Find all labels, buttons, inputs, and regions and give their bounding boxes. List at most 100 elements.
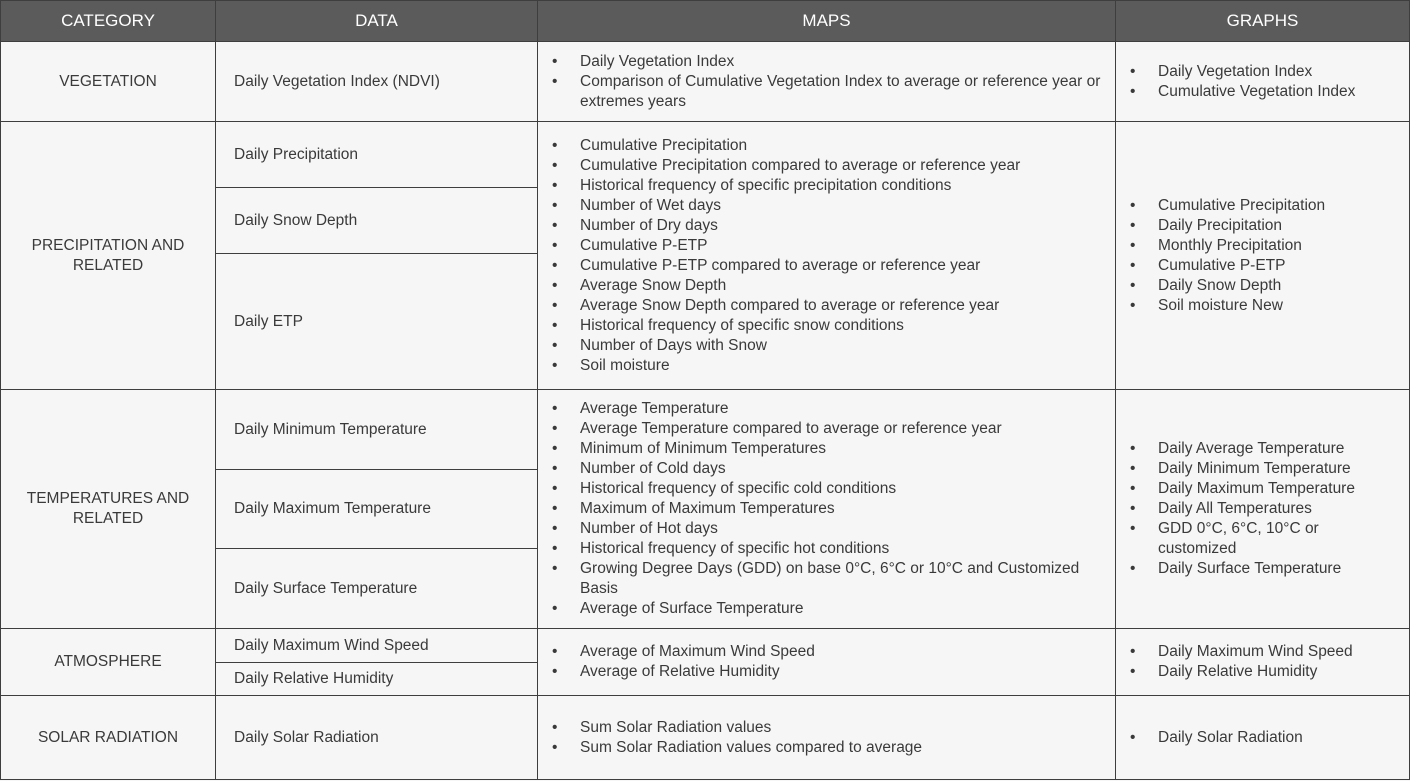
maps-item: Historical frequency of specific hot con… xyxy=(552,539,1105,559)
graphs-item: Monthly Precipitation xyxy=(1130,236,1325,256)
graphs-item: GDD 0°C, 6°C, 10°C or customized xyxy=(1130,519,1399,559)
maps-item: Historical frequency of specific precipi… xyxy=(552,176,1020,196)
graphs-item: Daily Minimum Temperature xyxy=(1130,459,1399,479)
maps-item: Daily Vegetation Index xyxy=(552,52,1105,72)
category-cell: VEGETATION xyxy=(0,41,216,122)
category-label: ATMOSPHERE xyxy=(54,653,162,670)
header-cell: DATA xyxy=(215,0,538,42)
maps-item: Average Temperature xyxy=(552,399,1105,419)
data-cell: Daily ETP xyxy=(215,253,538,390)
graphs-item: Daily Surface Temperature xyxy=(1130,559,1399,579)
maps-cell: Cumulative PrecipitationCumulative Preci… xyxy=(537,121,1116,390)
data-label: Daily Precipitation xyxy=(234,145,359,163)
graphs-item: Cumulative Precipitation xyxy=(1130,196,1325,216)
maps-item: Average of Maximum Wind Speed xyxy=(552,642,815,662)
maps-item: Cumulative P-ETP xyxy=(552,236,1020,256)
graphs-item: Daily Vegetation Index xyxy=(1130,62,1355,82)
maps-item: Average of Surface Temperature xyxy=(552,599,1105,619)
data-cell: Daily Precipitation xyxy=(215,121,538,188)
maps-list: Cumulative PrecipitationCumulative Preci… xyxy=(552,136,1020,376)
maps-cell: Average TemperatureAverage Temperature c… xyxy=(537,389,1116,629)
data-label: Daily ETP xyxy=(234,312,303,330)
maps-item: Cumulative P-ETP compared to average or … xyxy=(552,256,1020,276)
maps-list: Sum Solar Radiation valuesSum Solar Radi… xyxy=(552,718,922,758)
graphs-item: Daily Maximum Wind Speed xyxy=(1130,642,1353,662)
data-cell: Daily Snow Depth xyxy=(215,187,538,254)
maps-list: Daily Vegetation IndexComparison of Cumu… xyxy=(552,52,1105,112)
category-label: TEMPERATURES AND RELATED xyxy=(26,490,190,527)
category-cell: ATMOSPHERE xyxy=(0,628,216,696)
maps-item: Growing Degree Days (GDD) on base 0°C, 6… xyxy=(552,559,1105,599)
maps-item: Number of Cold days xyxy=(552,459,1105,479)
graphs-item: Daily All Temperatures xyxy=(1130,499,1399,519)
graphs-item: Daily Snow Depth xyxy=(1130,276,1325,296)
maps-list: Average of Maximum Wind SpeedAverage of … xyxy=(552,642,815,682)
data-label: Daily Relative Humidity xyxy=(234,670,394,687)
maps-list: Average TemperatureAverage Temperature c… xyxy=(552,399,1105,619)
maps-item: Comparison of Cumulative Vegetation Inde… xyxy=(552,72,1105,112)
maps-item: Number of Hot days xyxy=(552,519,1105,539)
data-cell: Daily Maximum Wind Speed xyxy=(215,628,538,663)
data-label: Daily Vegetation Index (NDVI) xyxy=(234,72,440,90)
category-label: VEGETATION xyxy=(59,72,157,90)
category-cell: SOLAR RADIATION xyxy=(0,695,216,780)
maps-cell: Average of Maximum Wind SpeedAverage of … xyxy=(537,628,1116,696)
maps-item: Number of Days with Snow xyxy=(552,336,1020,356)
data-cell: Daily Solar Radiation xyxy=(215,695,538,780)
data-label: Daily Surface Temperature xyxy=(234,579,418,597)
maps-item: Average Temperature compared to average … xyxy=(552,419,1105,439)
header-cell: MAPS xyxy=(537,0,1116,42)
data-label: Daily Snow Depth xyxy=(234,211,358,229)
maps-item: Average of Relative Humidity xyxy=(552,662,815,682)
maps-item: Sum Solar Radiation values xyxy=(552,718,922,738)
category-cell: PRECIPITATION AND RELATED xyxy=(0,121,216,390)
maps-item: Cumulative Precipitation xyxy=(552,136,1020,156)
graphs-list: Daily Vegetation IndexCumulative Vegetat… xyxy=(1130,62,1355,102)
category-label: PRECIPITATION AND RELATED xyxy=(31,236,185,274)
maps-item: Historical frequency of specific snow co… xyxy=(552,316,1020,336)
header-cell: GRAPHS xyxy=(1115,0,1410,42)
maps-item: Minimum of Minimum Temperatures xyxy=(552,439,1105,459)
maps-item: Maximum of Maximum Temperatures xyxy=(552,499,1105,519)
maps-cell: Sum Solar Radiation valuesSum Solar Radi… xyxy=(537,695,1116,780)
maps-item: Sum Solar Radiation values compared to a… xyxy=(552,738,922,758)
graphs-item: Cumulative P-ETP xyxy=(1130,256,1325,276)
data-cell: Daily Maximum Temperature xyxy=(215,469,538,549)
graphs-list: Daily Solar Radiation xyxy=(1130,728,1303,748)
data-cell: Daily Minimum Temperature xyxy=(215,389,538,470)
maps-item: Number of Dry days xyxy=(552,216,1020,236)
graphs-item: Soil moisture New xyxy=(1130,296,1325,316)
maps-item: Historical frequency of specific cold co… xyxy=(552,479,1105,499)
graphs-item: Daily Precipitation xyxy=(1130,216,1325,236)
data-cell: Daily Surface Temperature xyxy=(215,548,538,629)
graphs-item: Daily Average Temperature xyxy=(1130,439,1399,459)
maps-cell: Daily Vegetation IndexComparison of Cumu… xyxy=(537,41,1116,122)
category-cell: TEMPERATURES AND RELATED xyxy=(0,389,216,629)
data-label: Daily Minimum Temperature xyxy=(234,420,427,438)
data-label: Daily Maximum Temperature xyxy=(234,500,431,517)
category-label: SOLAR RADIATION xyxy=(37,728,179,746)
maps-item: Average Snow Depth compared to average o… xyxy=(552,296,1020,316)
graphs-cell: Daily Vegetation IndexCumulative Vegetat… xyxy=(1115,41,1410,122)
header-cell: CATEGORY xyxy=(0,0,216,42)
maps-item: Soil moisture xyxy=(552,356,1020,376)
data-cell: Daily Relative Humidity xyxy=(215,662,538,696)
data-label: Daily Maximum Wind Speed xyxy=(234,636,429,654)
maps-item: Average Snow Depth xyxy=(552,276,1020,296)
graphs-item: Daily Solar Radiation xyxy=(1130,728,1303,748)
data-label: Daily Solar Radiation xyxy=(234,728,379,746)
graphs-item: Daily Relative Humidity xyxy=(1130,662,1353,682)
maps-item: Cumulative Precipitation compared to ave… xyxy=(552,156,1020,176)
data-cell: Daily Vegetation Index (NDVI) xyxy=(215,41,538,122)
graphs-cell: Daily Solar Radiation xyxy=(1115,695,1410,780)
graphs-item: Daily Maximum Temperature xyxy=(1130,479,1399,499)
maps-item: Number of Wet days xyxy=(552,196,1020,216)
graphs-item: Cumulative Vegetation Index xyxy=(1130,82,1355,102)
